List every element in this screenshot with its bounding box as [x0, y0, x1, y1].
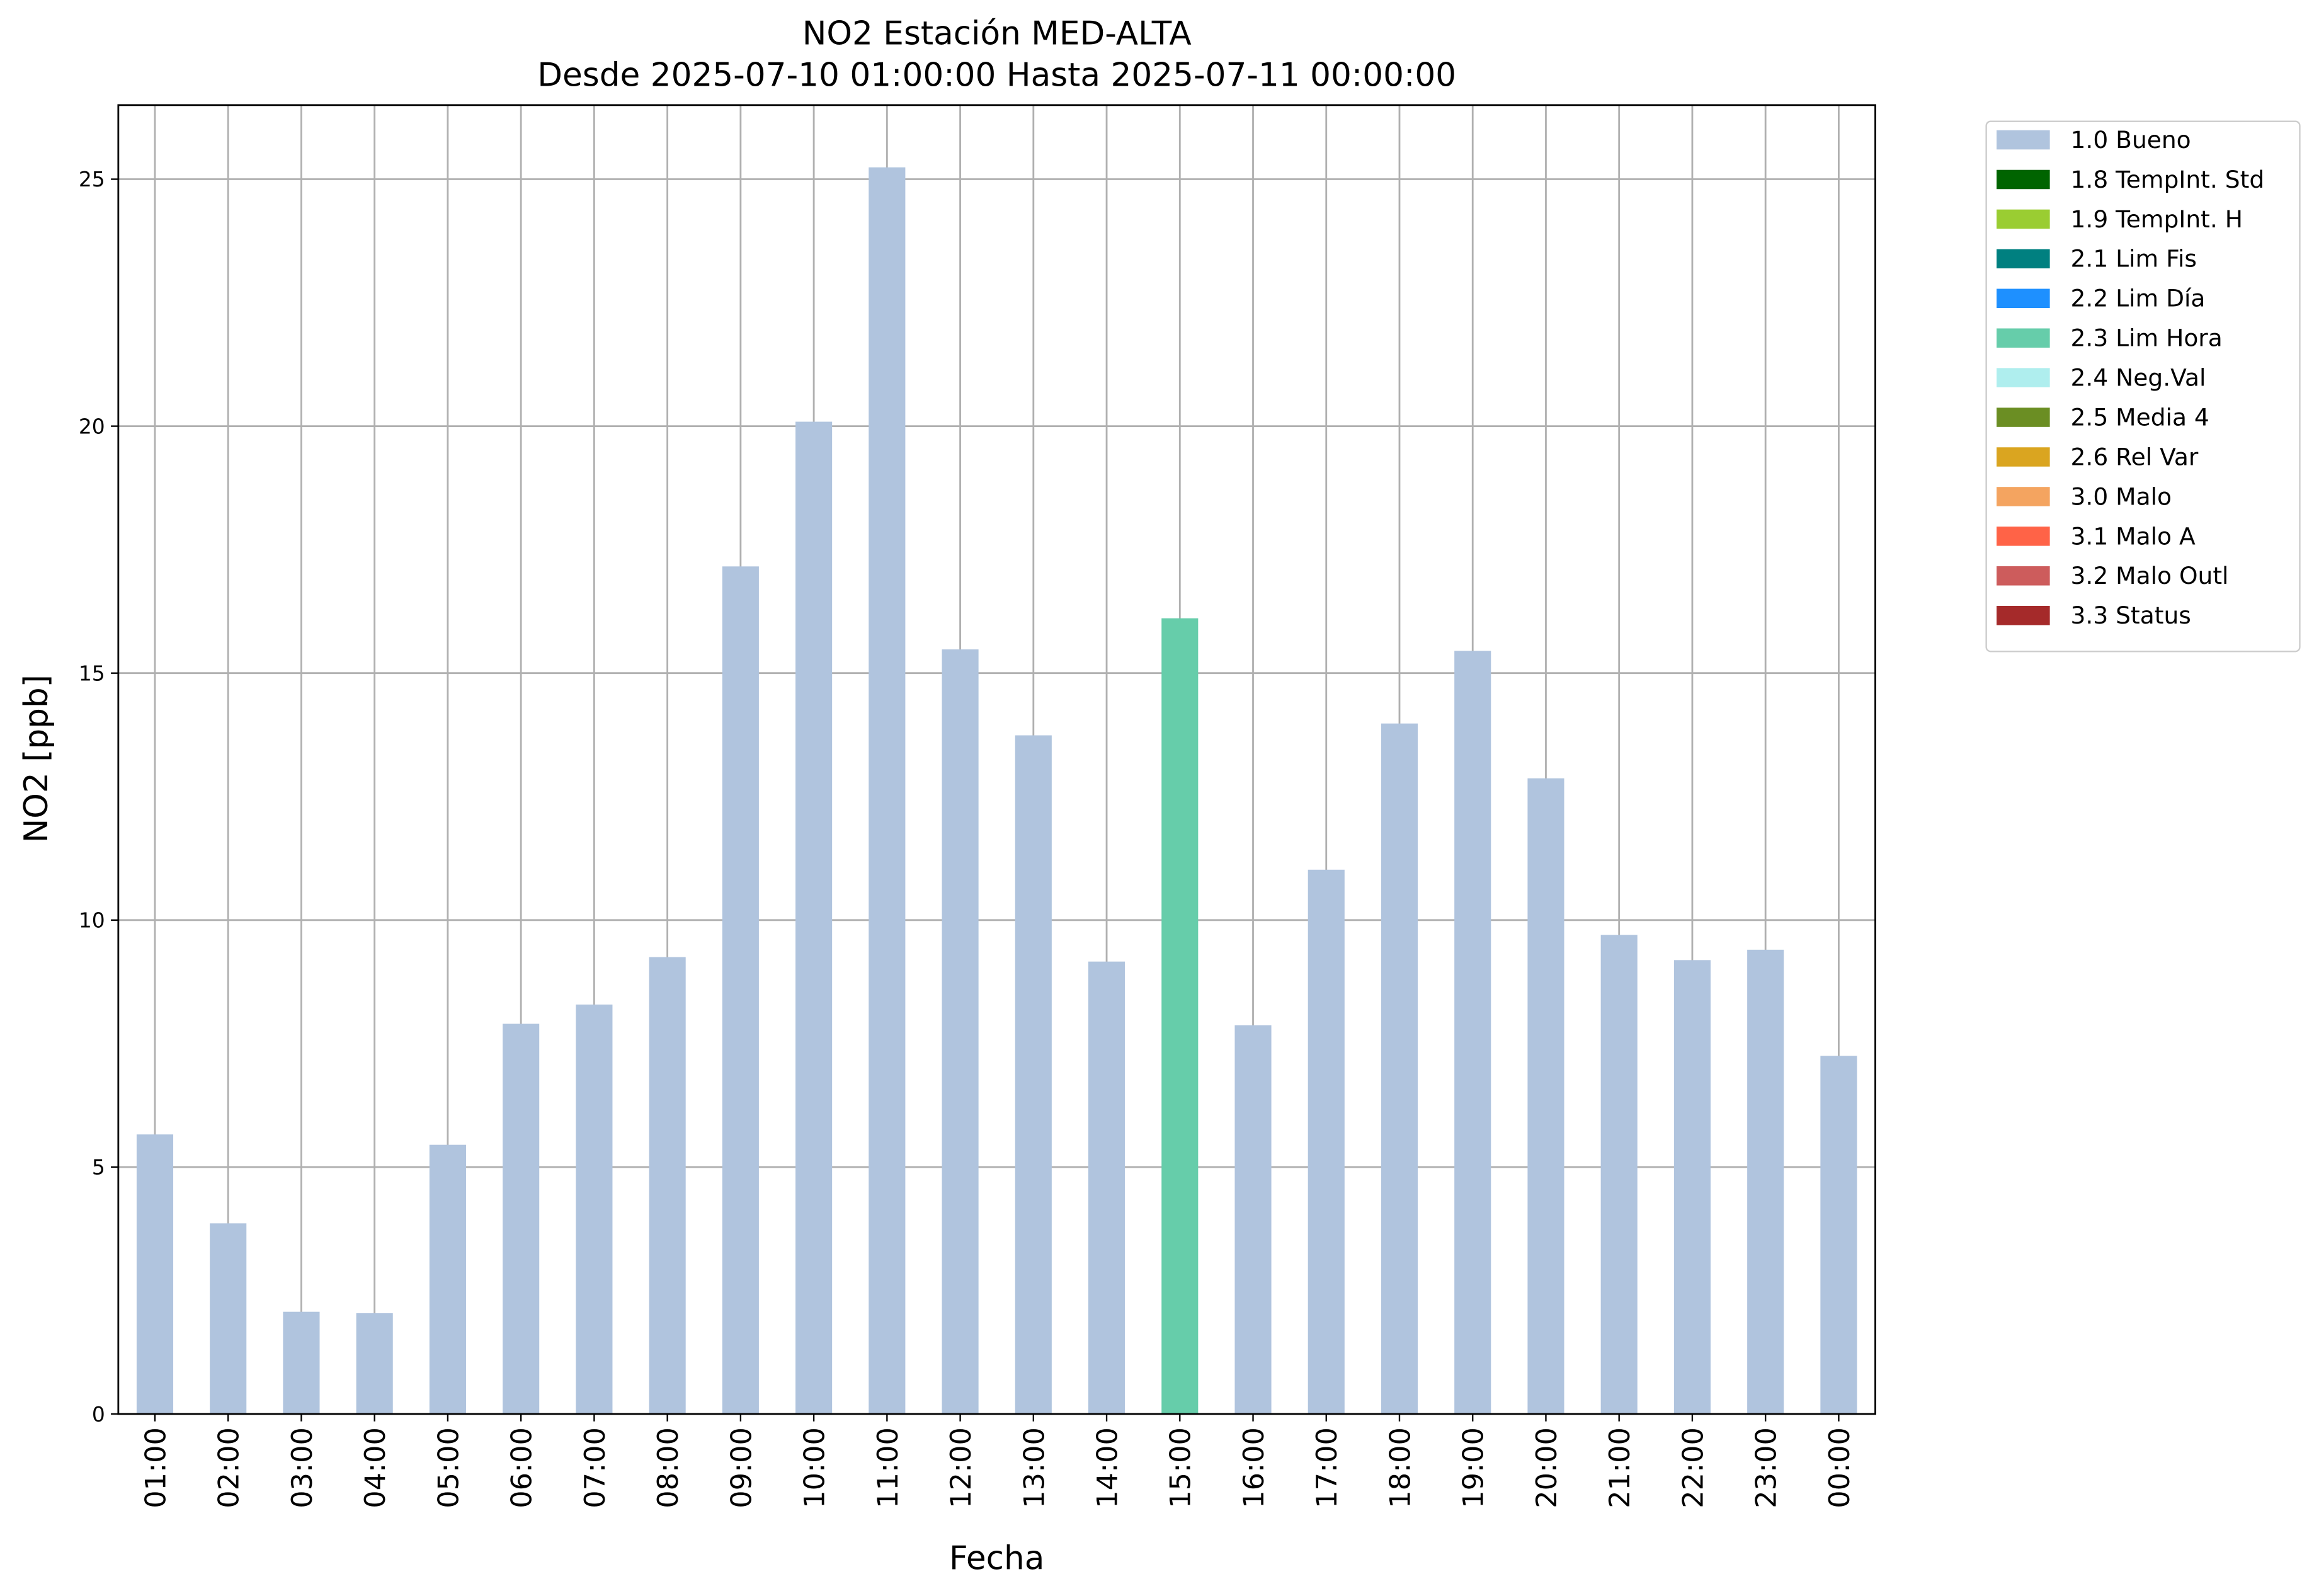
x-tick-label: 20:00 [1530, 1427, 1563, 1508]
x-tick-label: 01:00 [139, 1427, 172, 1508]
legend-label: 2.6 Rel Var [2071, 443, 2199, 470]
x-tick-label: 02:00 [213, 1427, 246, 1508]
legend-swatch [1997, 605, 2050, 625]
x-tick-label: 08:00 [652, 1427, 685, 1508]
bar [356, 1313, 393, 1415]
x-tick-label: 00:00 [1823, 1427, 1856, 1508]
x-tick-label: 07:00 [579, 1427, 612, 1508]
bar [722, 566, 759, 1415]
legend-label: 2.5 Media 4 [2071, 403, 2209, 431]
bar [1673, 960, 1711, 1415]
bar [576, 1004, 613, 1415]
x-tick-label: 12:00 [945, 1427, 977, 1508]
bar [283, 1311, 320, 1415]
x-tick-label: 18:00 [1384, 1427, 1416, 1508]
legend-label: 2.3 Lim Hora [2071, 324, 2223, 352]
legend-swatch [1997, 487, 2050, 506]
x-axis-label: Fecha [949, 1540, 1044, 1578]
legend-label: 3.3 Status [2071, 601, 2191, 629]
x-tick-label: 14:00 [1091, 1427, 1124, 1508]
bar [1161, 618, 1199, 1415]
bar [1308, 869, 1345, 1415]
bar [942, 649, 979, 1415]
legend-swatch [1997, 130, 2050, 150]
legend-label: 1.9 TempInt. H [2071, 205, 2243, 233]
bars [136, 167, 1857, 1415]
y-tick-label: 15 [79, 661, 105, 685]
x-tick-label: 09:00 [725, 1427, 758, 1508]
legend-swatch [1997, 288, 2050, 309]
chart-title: NO2 Estación MED-ALTA [802, 15, 1192, 53]
bar [649, 957, 686, 1415]
bar [1527, 778, 1564, 1415]
legend-frame [1985, 120, 2301, 653]
x-tick-label: 11:00 [872, 1427, 904, 1508]
bar [1820, 1056, 1857, 1415]
x-tick-label: 17:00 [1311, 1427, 1343, 1508]
x-tick-label: 23:00 [1750, 1427, 1783, 1508]
bar [1015, 735, 1052, 1415]
legend-swatch [1997, 566, 2050, 586]
y-tick-label: 20 [79, 414, 105, 438]
bar [1381, 723, 1418, 1415]
x-tick-label: 04:00 [359, 1427, 392, 1508]
legend: 1.0 Bueno 1.8 TempInt. Std 1.9 TempInt. H 2… [1985, 120, 2301, 653]
legend-swatch [1997, 408, 2050, 427]
x-tick-label: 06:00 [506, 1427, 538, 1508]
bar [1234, 1025, 1272, 1415]
y-tick-label: 25 [79, 167, 105, 191]
bar [1454, 651, 1491, 1415]
legend-swatch [1997, 368, 2050, 387]
bar [869, 167, 906, 1415]
legend-label: 1.8 TempInt. Std [2071, 166, 2265, 193]
legend-label: 3.1 Malo A [2071, 522, 2196, 550]
bar [795, 421, 833, 1415]
bar [210, 1223, 247, 1415]
legend-label: 1.0 Bueno [2071, 126, 2191, 154]
bar [136, 1134, 174, 1415]
y-tick-label: 10 [79, 908, 105, 933]
x-tick-label: 10:00 [799, 1427, 831, 1508]
x-tick-label: 21:00 [1604, 1427, 1636, 1508]
legend-swatch [1997, 169, 2050, 190]
legend-swatch [1997, 447, 2050, 467]
y-axis-label: NO2 [ppb] [18, 675, 55, 843]
x-tick-label: 15:00 [1165, 1427, 1197, 1508]
legend-swatch [1997, 328, 2050, 348]
legend-label: 3.2 Malo Outl [2071, 562, 2229, 590]
x-tick-label: 13:00 [1018, 1427, 1051, 1508]
legend-label: 2.4 Neg.Val [2071, 364, 2206, 392]
chart-subtitle: Desde 2025-07-10 01:00:00 Hasta 2025-07-… [537, 56, 1456, 94]
legend-label: 2.2 Lim Día [2071, 285, 2206, 312]
legend-label: 3.0 Malo [2071, 482, 2172, 510]
y-tick-label: 0 [92, 1402, 105, 1427]
legend-swatch [1997, 209, 2050, 229]
legend-swatch [1997, 527, 2050, 546]
bar [1747, 949, 1784, 1415]
legend-label: 2.1 Lim Fis [2071, 245, 2197, 273]
bar [429, 1144, 466, 1415]
x-tick-label: 19:00 [1457, 1427, 1490, 1508]
y-tick-label: 5 [92, 1155, 105, 1180]
x-tick-label: 16:00 [1238, 1427, 1270, 1508]
x-tick-label: 03:00 [286, 1427, 319, 1508]
plot-frame [117, 104, 1876, 1415]
x-tick-label: 22:00 [1677, 1427, 1709, 1508]
ticks: 0 5 10 15 20 25 01:00 02:00 03:00 04:00 05:00 06:00… [79, 167, 1856, 1508]
x-tick-label: 05:00 [432, 1427, 465, 1508]
bar [1600, 935, 1638, 1415]
bar [1088, 961, 1125, 1415]
legend-swatch [1997, 249, 2050, 269]
bar [503, 1023, 540, 1415]
